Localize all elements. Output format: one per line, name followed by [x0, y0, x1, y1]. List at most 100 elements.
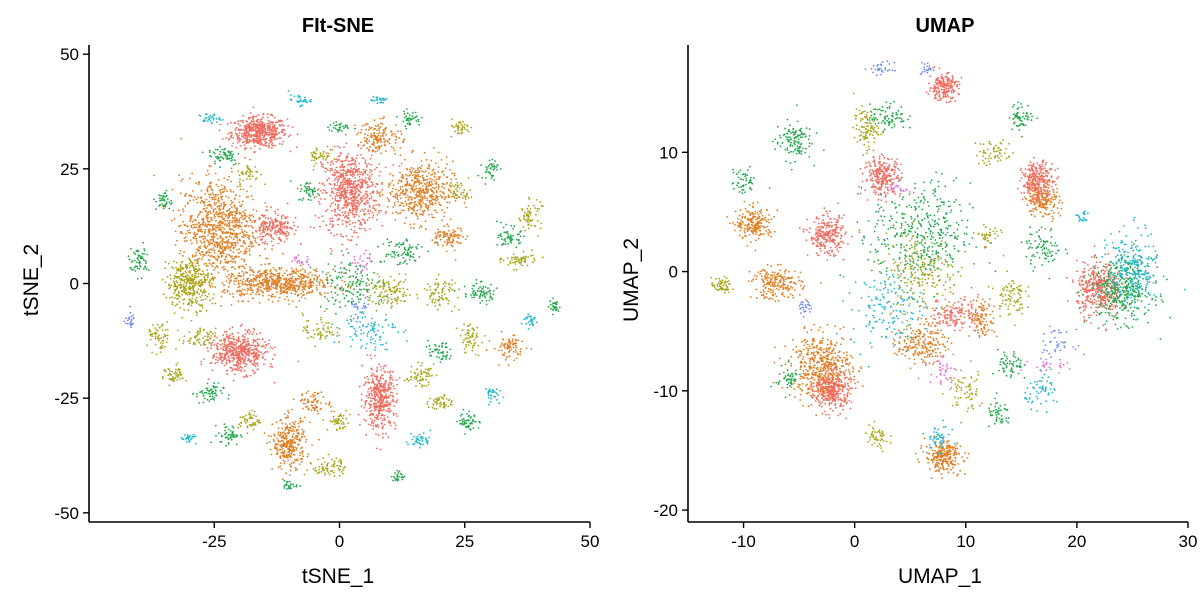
tsne-point: [252, 126, 254, 129]
tsne-point: [453, 174, 456, 177]
tsne-point: [290, 425, 293, 428]
tsne-point: [178, 295, 181, 298]
tsne-point: [192, 286, 194, 288]
tsne-point: [274, 268, 277, 271]
tsne-point: [270, 285, 273, 288]
tsne-point: [334, 177, 337, 180]
tsne-point: [384, 384, 386, 387]
tsne-point: [189, 215, 192, 218]
tsne-point: [443, 187, 445, 190]
tsne-point: [252, 236, 255, 239]
tsne-point: [341, 207, 344, 210]
tsne-point: [353, 225, 356, 228]
tsne-point: [232, 136, 235, 139]
tsne-point: [320, 294, 323, 296]
tsne-point: [207, 350, 209, 352]
tsne-point: [250, 123, 253, 126]
tsne-point: [428, 182, 430, 185]
tsne-point: [220, 184, 223, 187]
tsne-point: [387, 198, 390, 201]
tsne-point: [198, 181, 201, 184]
tsne-point: [428, 165, 431, 168]
tsne-point: [288, 273, 291, 276]
tsne-point: [336, 233, 338, 236]
tsne-point: [411, 207, 413, 210]
tsne-point: [328, 177, 330, 180]
tsne-point: [230, 280, 232, 282]
tsne-point: [302, 290, 305, 293]
tsne-point: [377, 409, 380, 412]
tsne-point: [423, 195, 426, 197]
tsne-point: [398, 377, 401, 379]
tsne-point: [238, 346, 241, 349]
tsne-point: [365, 169, 367, 172]
tsne-point: [247, 277, 250, 280]
tsne-point: [187, 302, 190, 305]
tsne-point: [345, 199, 347, 202]
tsne-point: [276, 219, 279, 222]
tsne-point: [181, 260, 184, 263]
tsne-point: [228, 225, 231, 228]
tsne-point: [339, 233, 342, 236]
tsne-point: [288, 463, 291, 466]
tsne-point: [383, 404, 386, 407]
tsne-point: [227, 217, 229, 219]
tsne-point: [276, 452, 279, 455]
tsne-point: [280, 282, 283, 285]
tsne-point: [405, 216, 407, 219]
tsne-point: [345, 189, 347, 192]
tsne-point: [205, 247, 208, 250]
tsne-point: [252, 106, 255, 109]
tsne-point: [357, 180, 359, 182]
tsne-point: [285, 277, 288, 280]
tsne-point: [190, 226, 193, 229]
tsne-point: [237, 286, 240, 289]
tsne-point: [215, 220, 217, 222]
tsne-point: [188, 298, 191, 301]
tsne-point: [425, 204, 428, 207]
tsne-point: [356, 170, 359, 173]
tsne-point: [375, 182, 378, 185]
tsne-point: [264, 346, 267, 349]
tsne-cluster: [344, 116, 406, 155]
tsne-point: [270, 219, 273, 222]
tsne-point: [345, 215, 348, 218]
tsne-point: [339, 166, 342, 169]
tsne-point: [231, 220, 234, 223]
tsne-point: [229, 231, 232, 234]
tsne-point: [375, 392, 378, 394]
tsne-point: [369, 177, 371, 180]
tsne-point: [276, 121, 279, 123]
tsne-point: [281, 123, 284, 126]
tsne-point: [185, 272, 188, 274]
tsne-point: [391, 379, 394, 381]
tsne-point: [269, 272, 272, 275]
tsne-point: [291, 275, 294, 278]
tsne-point: [410, 226, 413, 229]
tsne-point: [367, 388, 370, 390]
tsne-point: [222, 222, 225, 225]
tsne-point: [359, 187, 362, 190]
tsne-point: [345, 225, 348, 228]
tsne-point: [426, 175, 428, 178]
tsne-point: [239, 232, 242, 235]
tsne-point: [265, 209, 267, 212]
tsne-point: [343, 272, 345, 275]
tsne-point: [204, 298, 207, 300]
tsne-point: [176, 293, 178, 296]
tsne-point: [284, 413, 286, 415]
tsne-point: [204, 224, 207, 227]
tsne-point: [221, 282, 224, 284]
tsne-point: [465, 206, 467, 209]
tsne-point: [240, 361, 242, 363]
tsne-point: [435, 162, 437, 165]
tsne-point: [409, 174, 411, 176]
tsne-point: [345, 159, 348, 162]
tsne-point: [244, 156, 247, 159]
tsne-point: [277, 300, 280, 302]
tsne-point: [233, 275, 235, 277]
tsne-point: [293, 224, 296, 227]
tsne-point: [420, 226, 423, 228]
tsne-point: [376, 379, 379, 382]
tsne-point: [439, 176, 441, 178]
